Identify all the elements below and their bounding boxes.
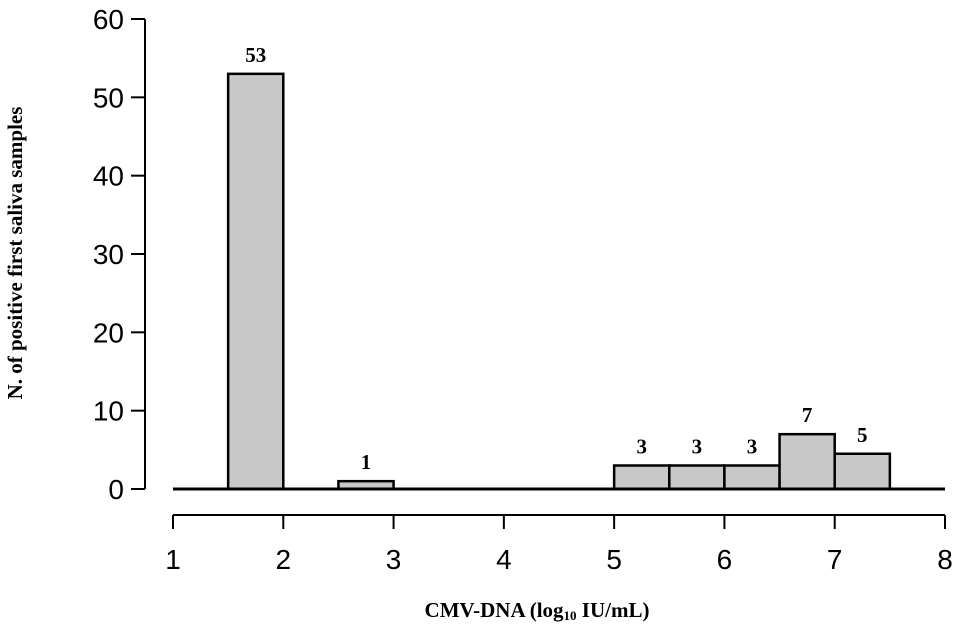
x-tick-label: 4 (496, 544, 512, 575)
x-tick-label: 3 (386, 544, 402, 575)
x-axis: 1 2 3 4 5 6 7 8 (165, 514, 953, 575)
x-tick-label: 2 (275, 544, 291, 575)
bar (723, 464, 781, 491)
bar (778, 432, 836, 491)
x-tick-label: 7 (827, 544, 843, 575)
x-axis-title: CMV-DNA (log10 IU/mL) (425, 598, 650, 623)
bar-value-label: 3 (747, 435, 758, 459)
y-tick-label: 10 (93, 396, 124, 427)
x-tick-label: 5 (606, 544, 622, 575)
bar (226, 72, 285, 491)
y-tick-label: 40 (93, 161, 124, 192)
x-tick-label: 1 (165, 544, 181, 575)
bar (668, 464, 726, 491)
bar (612, 464, 671, 491)
x-tick-label: 8 (937, 544, 953, 575)
bar-value-label: 53 (245, 43, 266, 67)
y-axis: 0 10 20 30 40 50 60 (93, 4, 146, 505)
bar-value-label: 7 (802, 403, 813, 427)
bar (833, 452, 892, 491)
y-tick-label: 60 (93, 4, 124, 35)
x-tick-label: 6 (717, 544, 733, 575)
bar-value-label: 5 (857, 423, 868, 447)
y-tick-label: 30 (93, 239, 124, 270)
bar-value-label: 3 (636, 435, 647, 459)
bars-layer: 53 1 3 3 3 7 5 (226, 43, 892, 491)
bar-value-label: 1 (361, 450, 372, 474)
y-tick-label: 50 (93, 82, 124, 113)
bar-value-label: 3 (692, 435, 703, 459)
y-tick-label: 20 (93, 317, 124, 348)
y-tick-label: 0 (108, 474, 124, 505)
y-axis-title: N. of positive first saliva samples (3, 107, 27, 400)
